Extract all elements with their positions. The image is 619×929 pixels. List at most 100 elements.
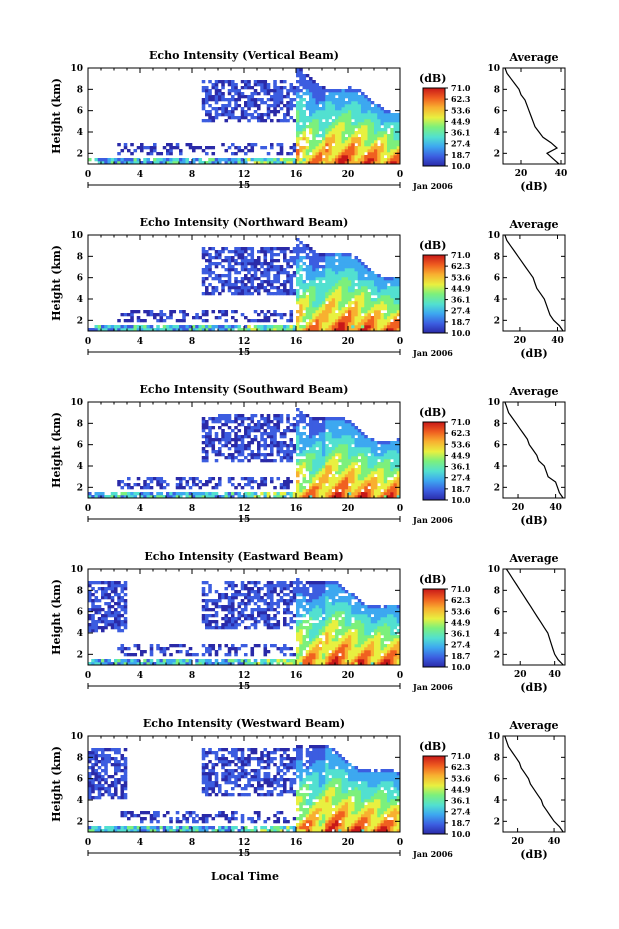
echo-cell [383, 474, 388, 478]
echo-cell [221, 158, 225, 162]
echo-cell [201, 420, 206, 424]
echo-cell [322, 474, 326, 478]
echo-cell [273, 110, 277, 114]
echo-cell [221, 438, 225, 442]
echo-cell [208, 271, 212, 275]
echo-cell [175, 483, 180, 487]
echo-cell [318, 659, 323, 663]
profile-y-tick-label: 10 [487, 398, 500, 408]
echo-cell [390, 328, 394, 331]
echo-cell [231, 107, 235, 111]
echo-cell [309, 495, 313, 498]
echo-cell [354, 158, 359, 162]
echo-cell [153, 158, 157, 162]
echo-cell [292, 495, 297, 498]
echo-cell [234, 420, 238, 424]
echo-cell [211, 441, 216, 445]
echo-cell [237, 280, 242, 284]
echo-cell [325, 325, 329, 329]
echo-cell [237, 444, 242, 448]
echo-cell [322, 644, 326, 648]
echo-cell [276, 414, 281, 418]
echo-cell [309, 307, 313, 311]
echo-cell [325, 468, 329, 472]
echo-cell [344, 319, 349, 323]
echo-cell [344, 253, 349, 257]
echo-cell [198, 328, 203, 331]
echo-cell [240, 459, 245, 463]
echo-cell [266, 602, 271, 606]
echo-cell [299, 68, 303, 72]
echo-cell [328, 465, 333, 469]
echo-cell [361, 295, 365, 299]
echo-cell [218, 596, 222, 600]
echo-cell [331, 450, 336, 454]
echo-cell [136, 492, 141, 496]
echo-cell [227, 274, 232, 278]
echo-cell [302, 608, 307, 612]
echo-cell [315, 638, 320, 642]
echo-cell [179, 325, 183, 329]
echo-cell [227, 584, 232, 588]
echo-cell [201, 423, 206, 427]
echo-cell [309, 638, 313, 642]
echo-cell [120, 629, 125, 633]
echo-cell [396, 155, 400, 159]
echo-cell [101, 596, 105, 600]
echo-cell [315, 641, 320, 645]
echo-cell [309, 271, 313, 275]
colorbar [422, 87, 446, 167]
echo-cell [370, 486, 375, 490]
echo-cell [208, 441, 212, 445]
echo-cell [315, 596, 320, 600]
echo-cell [247, 268, 251, 272]
echo-cell [120, 644, 125, 648]
echo-cell [364, 316, 368, 320]
echo-cell [296, 468, 300, 472]
echo-cell [302, 256, 307, 260]
echo-cell [198, 495, 203, 498]
echo-cell [257, 453, 261, 457]
y-tick-label: 6 [77, 274, 83, 284]
echo-cell [318, 590, 323, 594]
echo-cell [146, 486, 151, 490]
echo-cell [348, 423, 352, 427]
echo-cell [208, 92, 212, 96]
echo-cell [302, 447, 307, 451]
echo-cell [247, 617, 251, 621]
echo-cell [331, 313, 336, 317]
x-tick-label: 12 [238, 504, 251, 514]
echo-cell [127, 486, 131, 490]
echo-cell [237, 325, 242, 329]
echo-cell [250, 614, 255, 618]
echo-cell [315, 459, 320, 463]
echo-cell [305, 107, 310, 111]
echo-cell [341, 128, 346, 132]
echo-cell [250, 256, 255, 260]
echo-cell [322, 486, 326, 490]
echo-cell [179, 161, 183, 164]
echo-cell [237, 247, 242, 251]
echo-cell [364, 471, 368, 475]
echo-cell [273, 313, 277, 317]
echo-cell [322, 608, 326, 612]
echo-cell [322, 656, 326, 660]
echo-cell [296, 581, 300, 585]
echo-cell [331, 638, 336, 642]
echo-cell [208, 283, 212, 287]
echo-cell [117, 659, 121, 663]
echo-cell [185, 659, 190, 663]
echo-cell [351, 423, 355, 427]
echo-cell [351, 101, 355, 105]
echo-cell [331, 155, 336, 159]
echo-cell [94, 659, 99, 663]
echo-cell [266, 432, 271, 436]
echo-cell [309, 432, 313, 436]
echo-cell [283, 271, 287, 275]
echo-cell [361, 268, 365, 272]
echo-cell [341, 641, 346, 645]
echo-cell [364, 113, 368, 117]
echo-cell [357, 319, 362, 323]
echo-cell [169, 653, 173, 657]
echo-cell [146, 477, 151, 481]
